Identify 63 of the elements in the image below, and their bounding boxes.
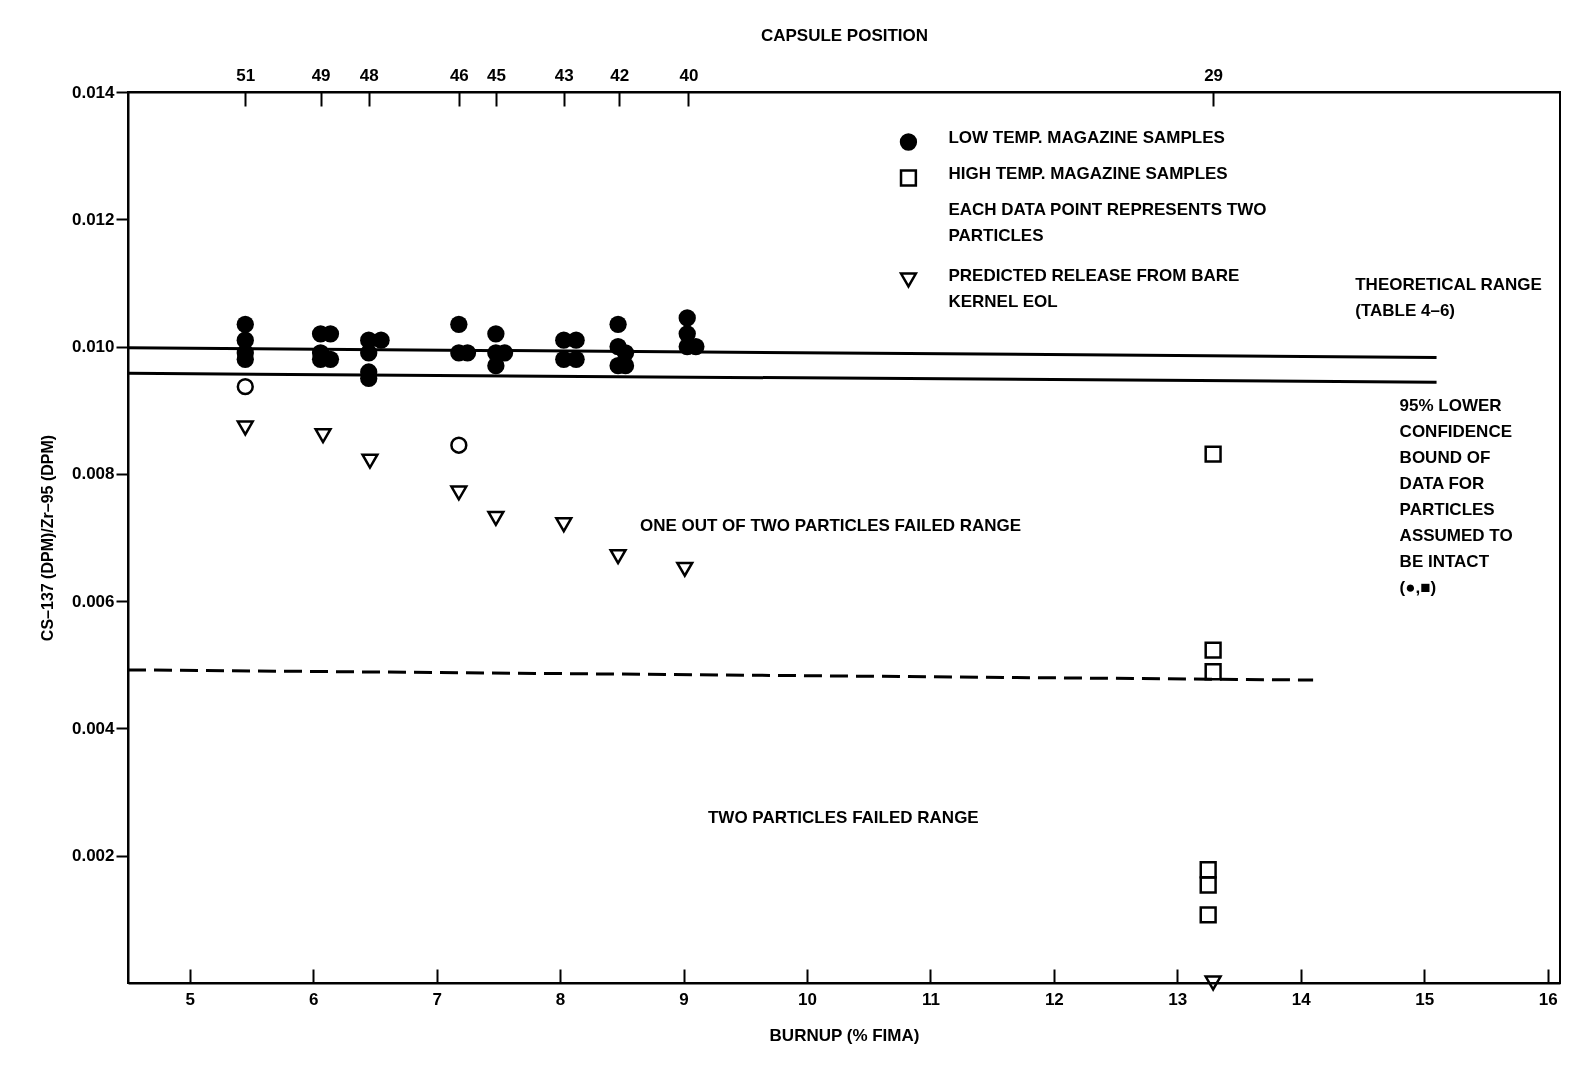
x-tick-label: 14 (1291, 989, 1312, 1009)
point (236, 378, 254, 396)
point (450, 436, 468, 454)
legend-label: PREDICTED RELEASE FROM BARE KERNEL EOL (948, 266, 1240, 311)
x-tick-label: 13 (1168, 989, 1188, 1009)
annotation: 45 (486, 65, 506, 85)
legend-label: HIGH TEMP. MAGAZINE SAMPLES (948, 164, 1228, 183)
annotation: 95% LOWER CONFIDENCE BOUND OF DATA FOR PARTICLES ASSUMED TO BE INTACT (●,■) (1399, 395, 1513, 597)
annotation: 48 (359, 65, 379, 85)
annotation: EACH DATA POINT REPRESENTS TWO PARTICLES (948, 200, 1267, 245)
point (314, 428, 332, 444)
point (1204, 641, 1222, 659)
annotation: 46 (449, 65, 469, 85)
point (609, 548, 627, 565)
point (1199, 906, 1217, 924)
x-tick-label: 12 (1044, 989, 1064, 1009)
y-tick-label: 0.002 (71, 846, 115, 866)
annotation: 51 (236, 65, 256, 85)
annotation: 43 (554, 65, 574, 85)
x-axis-title: BURNUP (% FIMA) (769, 1025, 920, 1045)
point (609, 315, 627, 333)
y-tick-label: 0.008 (71, 464, 115, 484)
point (1204, 663, 1222, 681)
x-tick-label: 15 (1415, 989, 1435, 1009)
point (450, 315, 468, 333)
annotation: TWO PARTICLES FAILED RANGE (707, 808, 979, 828)
annotation: 49 (311, 65, 331, 85)
annotation: 29 (1204, 65, 1224, 85)
x-tick-label: 7 (432, 989, 442, 1009)
point (487, 510, 505, 527)
point (236, 315, 254, 333)
annotation: ONE OUT OF TWO PARTICLES FAILED RANGE (639, 515, 1022, 535)
point (487, 325, 505, 343)
x-tick-label: 11 (921, 989, 940, 1009)
legend-label: LOW TEMP. MAGAZINE SAMPLES (948, 128, 1225, 147)
y-tick-label: 0.014 (71, 82, 116, 102)
point (450, 485, 468, 501)
x-tick-label: 10 (798, 989, 817, 1009)
annotation: THEORETICAL RANGE (TABLE 4–6) (1355, 275, 1542, 321)
annotation: 40 (679, 65, 699, 85)
x-tick-label: 6 (308, 989, 319, 1009)
y-tick-label: 0.010 (71, 337, 115, 357)
y-axis-title: CS–137 (DPM)/Zr–95 (DPM) (38, 434, 56, 642)
x-tick-label: 5 (185, 989, 195, 1009)
point (555, 517, 573, 533)
y-tick-label: 0.006 (71, 591, 115, 611)
point (676, 561, 694, 577)
annotation: 42 (610, 65, 630, 85)
x-tick-label: 8 (555, 989, 566, 1009)
point (487, 357, 505, 375)
point (567, 350, 585, 368)
y-tick-label: 0.012 (71, 209, 115, 229)
point (678, 309, 696, 327)
point (1204, 445, 1222, 463)
point (1199, 876, 1217, 894)
point (361, 453, 379, 469)
x-tick-label: 9 (679, 989, 689, 1009)
y-tick-label: 0.004 (71, 718, 116, 738)
x-tick-label: 16 (1538, 989, 1558, 1009)
x2-axis-title: CAPSULE POSITION (760, 25, 929, 45)
point (1204, 975, 1222, 991)
point (1199, 861, 1217, 879)
point (236, 420, 254, 436)
